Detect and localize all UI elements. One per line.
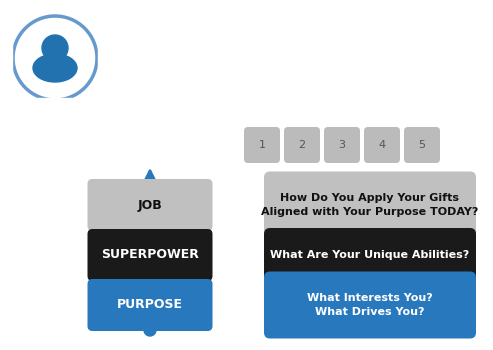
FancyBboxPatch shape (264, 272, 476, 338)
Circle shape (144, 324, 156, 336)
Text: WHY: WHY (23, 300, 53, 310)
Text: 2: 2 (298, 140, 306, 150)
FancyBboxPatch shape (404, 127, 440, 163)
Text: WHAT: WHAT (20, 200, 57, 210)
FancyBboxPatch shape (264, 228, 476, 282)
Text: HOW: HOW (23, 250, 53, 260)
Text: What Are Your Unique Abilities?: What Are Your Unique Abilities? (270, 250, 470, 260)
Text: JOB: JOB (138, 198, 162, 211)
Text: How Do You Apply Your Gifts
Aligned with Your Purpose TODAY?: How Do You Apply Your Gifts Aligned with… (261, 194, 479, 217)
Circle shape (42, 35, 68, 61)
FancyBboxPatch shape (264, 172, 476, 238)
Bar (0, 6, 12, 105)
Ellipse shape (33, 54, 77, 82)
Text: What Interests You?
What Drives You?: What Interests You? What Drives You? (307, 293, 433, 317)
Bar (98, 6, 158, 105)
Text: 1: 1 (258, 140, 266, 150)
FancyBboxPatch shape (244, 127, 280, 163)
Text: PURPOSE: PURPOSE (117, 299, 183, 312)
FancyBboxPatch shape (324, 127, 360, 163)
FancyBboxPatch shape (364, 127, 400, 163)
Bar (8, 98, 102, 350)
FancyBboxPatch shape (284, 127, 320, 163)
FancyBboxPatch shape (87, 179, 212, 231)
Text: SUPERPOWER: SUPERPOWER (101, 248, 199, 261)
Text: 4: 4 (379, 140, 386, 150)
FancyBboxPatch shape (87, 229, 212, 281)
Text: 3: 3 (339, 140, 346, 150)
FancyBboxPatch shape (87, 279, 212, 331)
Text: 5: 5 (419, 140, 425, 150)
